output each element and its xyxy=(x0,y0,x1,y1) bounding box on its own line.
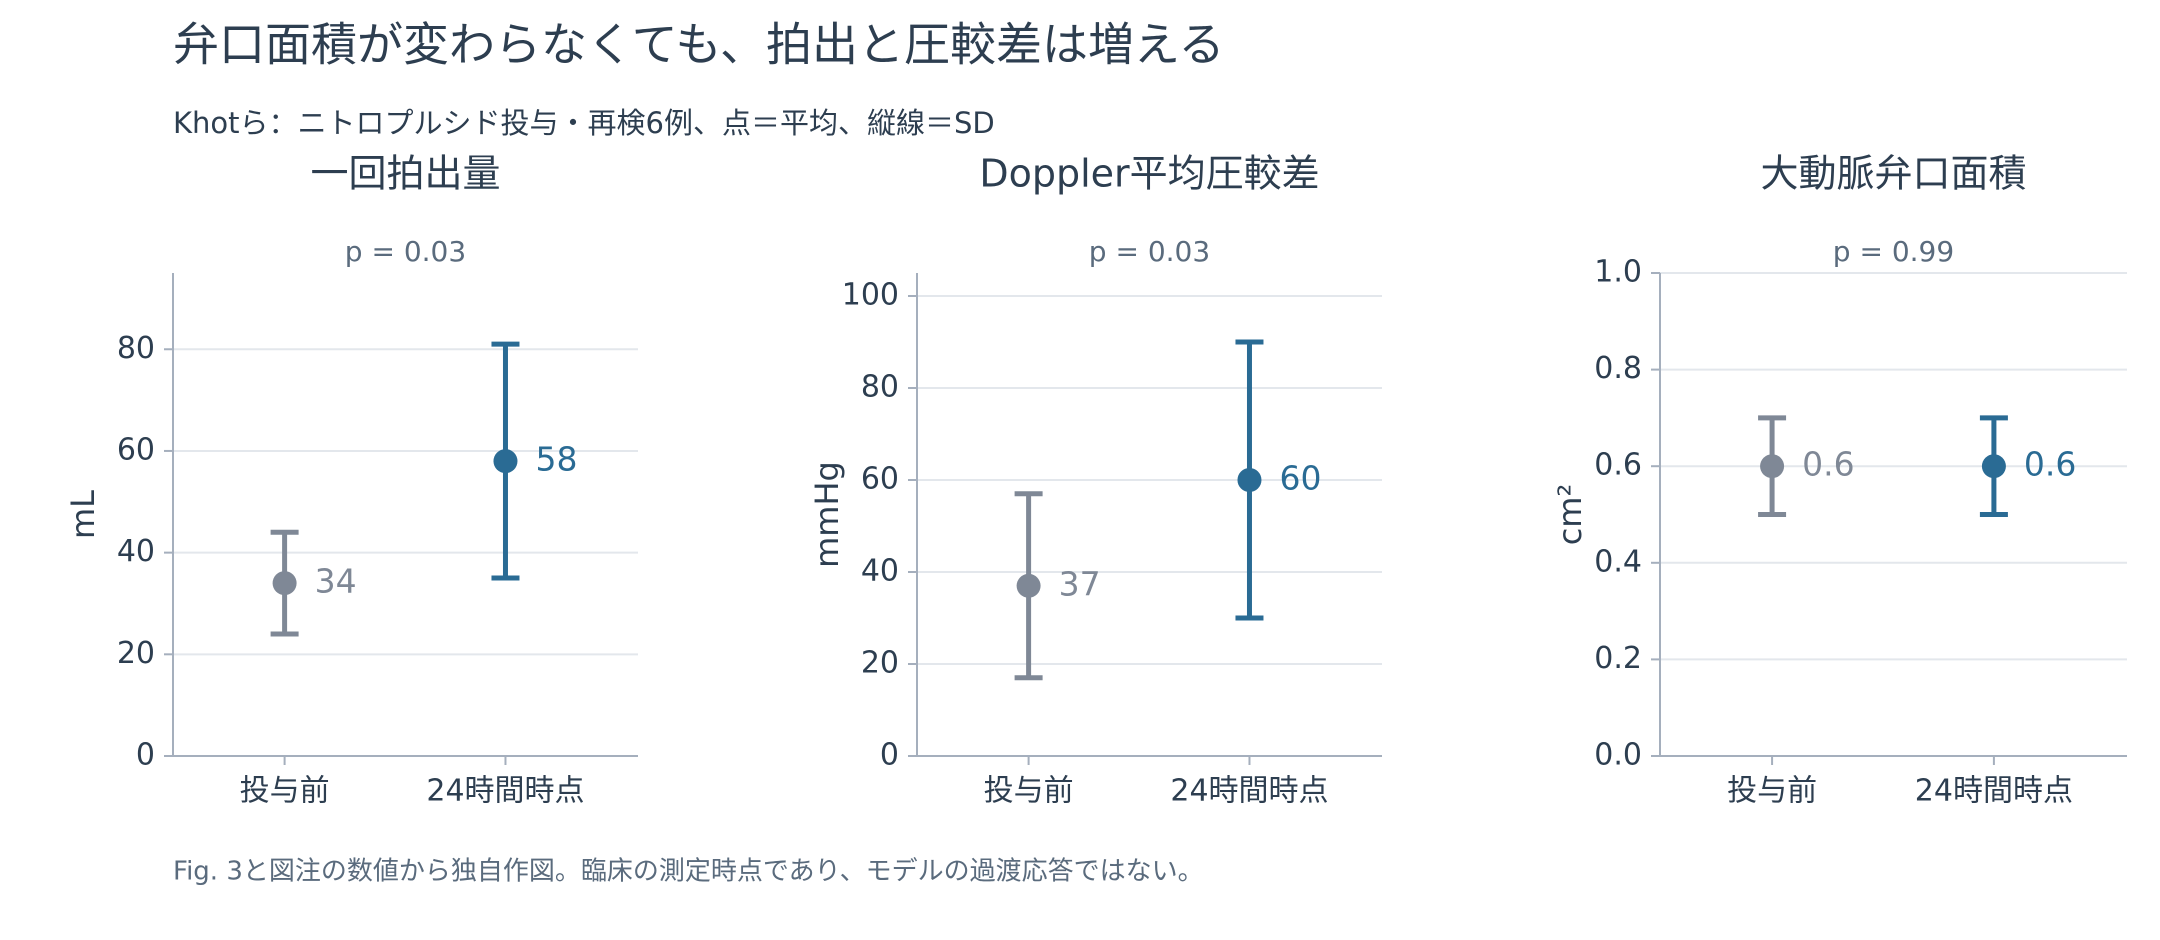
panel-title: 一回拍出量 xyxy=(310,152,500,196)
x-tick-label: 投与前 xyxy=(984,774,1074,809)
value-label: 0.6 xyxy=(1802,445,1854,484)
mean-point xyxy=(493,449,518,474)
y-tick-label: 0.6 xyxy=(1594,448,1642,483)
y-tick-label: 0.0 xyxy=(1594,738,1642,773)
value-label: 60 xyxy=(1279,459,1321,498)
y-tick-label: 20 xyxy=(861,646,899,681)
y-tick-label: 80 xyxy=(117,331,155,366)
footnote: Fig. 3と図注の数値から独自作図。臨床の測定時点であり、モデルの過渡応答では… xyxy=(173,857,1204,887)
x-tick-label: 投与前 xyxy=(240,774,330,809)
page-title: 弁口面積が変わらなくても、拍出と圧較差は増える xyxy=(173,18,1225,72)
mean-point xyxy=(272,571,297,596)
y-tick-label: 0.4 xyxy=(1594,544,1642,579)
mean-point xyxy=(1237,468,1262,492)
y-tick-label: 0 xyxy=(136,738,155,773)
y-axis-label: mL xyxy=(64,490,102,539)
y-tick-label: 40 xyxy=(861,554,899,589)
x-tick-label: 24時間時点 xyxy=(1170,774,1328,809)
y-tick-label: 20 xyxy=(117,636,155,671)
p-value: p = 0.03 xyxy=(345,235,466,268)
y-tick-label: 0.8 xyxy=(1594,351,1642,386)
y-axis-label: mmHg xyxy=(808,461,846,568)
y-tick-label: 0.2 xyxy=(1594,641,1642,676)
y-tick-label: 40 xyxy=(117,534,155,569)
y-tick-label: 0 xyxy=(880,738,899,773)
value-label: 37 xyxy=(1059,564,1101,603)
y-tick-label: 60 xyxy=(861,462,899,497)
panel-title: Doppler平均圧較差 xyxy=(979,152,1319,196)
y-tick-label: 80 xyxy=(861,370,899,405)
panel-title: 大動脈弁口面積 xyxy=(1760,152,2026,196)
y-tick-label: 100 xyxy=(842,278,899,313)
p-value: p = 0.03 xyxy=(1089,235,1210,268)
x-tick-label: 24時間時点 xyxy=(1915,774,2073,809)
page-subtitle: Khotら：ニトロプルシド投与・再検6例、点＝平均、縦線＝SD xyxy=(173,106,995,140)
y-axis-label: cm² xyxy=(1551,484,1589,546)
value-label: 58 xyxy=(535,440,577,479)
value-label: 0.6 xyxy=(2024,445,2076,484)
p-value: p = 0.99 xyxy=(1833,235,1954,268)
y-tick-label: 60 xyxy=(117,432,155,467)
x-tick-label: 投与前 xyxy=(1727,774,1817,809)
x-tick-label: 24時間時点 xyxy=(426,774,584,809)
mean-point xyxy=(1760,454,1785,479)
mean-point xyxy=(1016,573,1041,598)
y-tick-label: 1.0 xyxy=(1594,255,1642,290)
value-label: 34 xyxy=(315,562,357,601)
mean-point xyxy=(1981,454,2006,479)
